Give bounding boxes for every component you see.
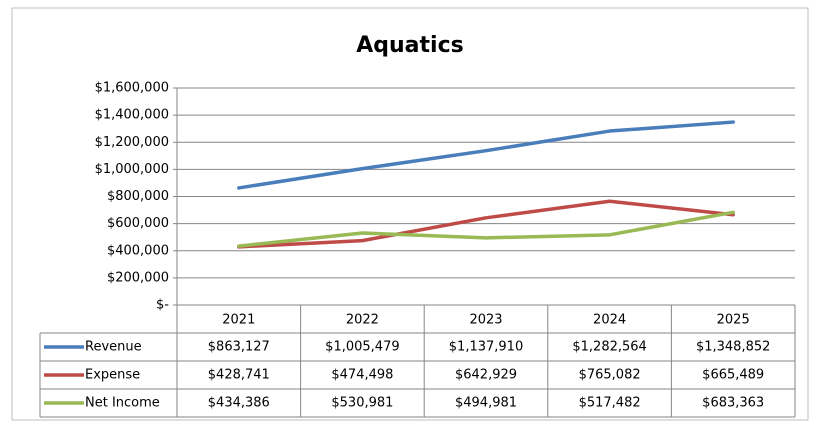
table-value: $863,127 <box>208 340 270 355</box>
y-tick-label: $1,400,000 <box>95 108 169 123</box>
table-value: $428,741 <box>208 368 270 383</box>
table-value: $474,498 <box>331 368 393 383</box>
y-tick-label: $1,000,000 <box>95 162 169 177</box>
table-value: $1,348,852 <box>696 340 770 355</box>
y-tick-label: $- <box>156 298 169 313</box>
table-value: $1,137,910 <box>449 340 523 355</box>
series-line <box>237 210 735 248</box>
table-value: $765,082 <box>579 368 641 383</box>
table-value: $1,282,564 <box>572 340 646 355</box>
y-tick-label: $1,600,000 <box>95 81 169 96</box>
y-tick-label: $200,000 <box>107 270 169 285</box>
legend-label: Revenue <box>85 340 142 355</box>
y-tick-label: $1,200,000 <box>95 135 169 150</box>
x-tick-label: 2023 <box>469 313 502 328</box>
series-line <box>237 120 735 190</box>
table-value: $683,363 <box>702 396 764 411</box>
chart-area <box>11 7 809 421</box>
x-tick-label: 2021 <box>222 313 255 328</box>
x-tick-label: 2024 <box>593 313 626 328</box>
table-value: $434,386 <box>208 396 270 411</box>
table-value: $642,929 <box>455 368 517 383</box>
chart-title: Aquatics <box>356 33 463 58</box>
x-tick-label: 2022 <box>346 313 379 328</box>
x-tick-label: 2025 <box>717 313 750 328</box>
legend-label: Net Income <box>85 396 160 411</box>
table-value: $494,981 <box>455 396 517 411</box>
legend-label: Expense <box>85 368 140 383</box>
y-tick-label: $600,000 <box>107 216 169 231</box>
table-value: $517,482 <box>579 396 641 411</box>
y-tick-label: $800,000 <box>107 189 169 204</box>
series-line <box>237 199 735 249</box>
table-value: $530,981 <box>331 396 393 411</box>
table-value: $665,489 <box>702 368 764 383</box>
table-value: $1,005,479 <box>325 340 399 355</box>
y-tick-label: $400,000 <box>107 243 169 258</box>
